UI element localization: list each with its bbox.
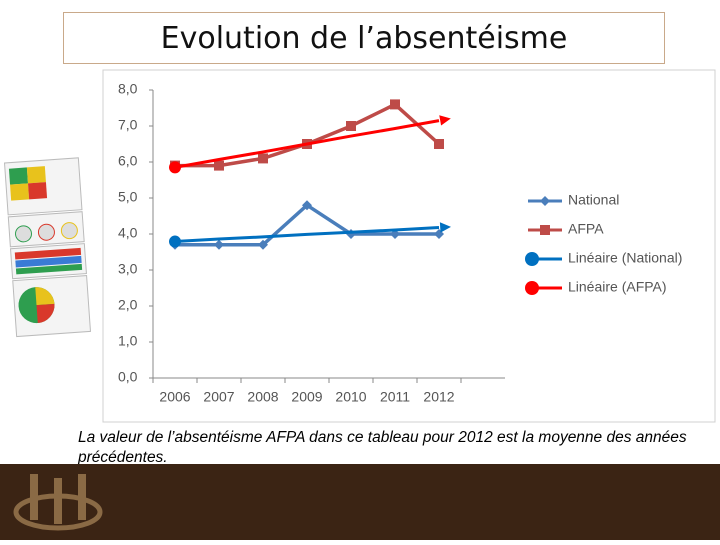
legend-swatch bbox=[525, 281, 539, 295]
x-tick-label: 2008 bbox=[247, 389, 278, 405]
y-tick-label: 7,0 bbox=[118, 117, 138, 133]
data-point bbox=[214, 160, 224, 171]
trend-start bbox=[169, 235, 181, 248]
trend-line bbox=[174, 226, 440, 244]
y-tick-label: 0,0 bbox=[118, 369, 138, 385]
data-point bbox=[258, 153, 268, 164]
data-point bbox=[390, 99, 400, 110]
data-point bbox=[346, 121, 356, 131]
y-tick-label: 3,0 bbox=[118, 261, 138, 277]
legend-label: AFPA bbox=[568, 221, 604, 237]
data-point bbox=[302, 200, 312, 211]
y-tick-label: 5,0 bbox=[118, 189, 138, 205]
footer-band bbox=[0, 464, 720, 540]
x-tick-label: 2011 bbox=[380, 389, 410, 405]
legend-label: National bbox=[568, 192, 619, 208]
legend-swatch bbox=[540, 196, 550, 206]
trend-start bbox=[169, 161, 181, 174]
slide-title: Evolution de l’absentéisme bbox=[63, 12, 665, 64]
caption: La valeur de l’absentéisme AFPA dans ce … bbox=[78, 429, 687, 466]
data-point bbox=[214, 239, 224, 250]
y-tick-label: 1,0 bbox=[118, 333, 138, 349]
trend-arrow bbox=[439, 115, 451, 126]
data-point bbox=[258, 239, 268, 250]
y-tick-label: 4,0 bbox=[118, 225, 138, 241]
trend-line bbox=[174, 119, 440, 169]
legend-swatch bbox=[540, 225, 550, 235]
legend-swatch bbox=[525, 252, 539, 266]
data-point bbox=[434, 139, 444, 149]
trend-arrow bbox=[439, 222, 451, 233]
x-tick-label: 2006 bbox=[159, 389, 190, 405]
dashboard-thumbnails bbox=[3, 157, 92, 338]
x-tick-label: 2010 bbox=[335, 389, 366, 405]
y-tick-label: 8,0 bbox=[118, 81, 138, 97]
chart: 0,0 1,0 2,0 3,0 4,0 5,0 6,0 7,0 8,0 2006 2007 2008 2… bbox=[3, 69, 716, 423]
x-tick-label: 2009 bbox=[291, 389, 322, 405]
legend-label: Linéaire (National) bbox=[568, 250, 682, 266]
x-tick-label: 2007 bbox=[203, 389, 234, 405]
y-tick-label: 2,0 bbox=[118, 297, 138, 313]
legend-label: Linéaire (AFPA) bbox=[568, 279, 667, 295]
x-tick-label: 2012 bbox=[423, 389, 454, 405]
logo bbox=[13, 474, 103, 531]
y-tick-label: 6,0 bbox=[118, 153, 138, 169]
